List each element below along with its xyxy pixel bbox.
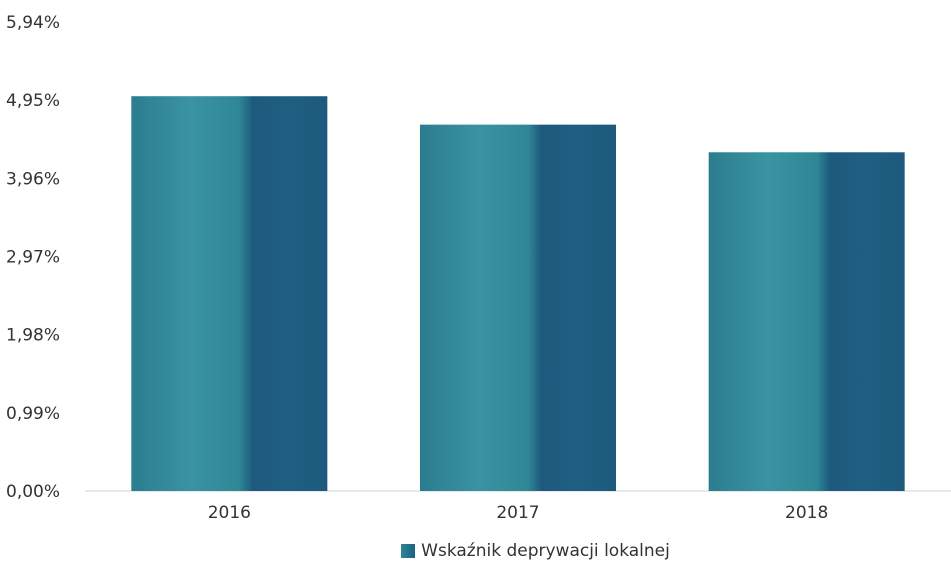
legend-label: Wskaźnik deprywacji lokalnej [421, 541, 670, 561]
x-axis-labels: 2016 2017 2018 [208, 503, 829, 523]
y-tick-label: 0,00% [6, 482, 60, 502]
y-tick-label: 0,99% [6, 404, 60, 424]
y-tick-label: 2,97% [6, 248, 60, 268]
bar-2018[interactable] [708, 152, 905, 491]
x-tick-label: 2016 [208, 503, 251, 523]
y-tick-label: 4,95% [6, 91, 60, 111]
y-tick-label: 5,94% [6, 13, 60, 33]
x-tick-label: 2018 [785, 503, 828, 523]
bar-2017[interactable] [420, 124, 616, 491]
legend: Wskaźnik deprywacji lokalnej [0, 541, 951, 561]
bars [131, 96, 905, 491]
legend-swatch [401, 544, 416, 558]
y-tick-label: 3,96% [6, 169, 60, 189]
legend-item[interactable]: Wskaźnik deprywacji lokalnej [401, 541, 670, 561]
bar-2016[interactable] [131, 96, 328, 491]
x-tick-label: 2017 [496, 503, 539, 523]
y-tick-label: 1,98% [6, 326, 60, 346]
y-axis-labels: 0,00% 0,99% 1,98% 2,97% 3,96% 4,95% 5,94% [6, 13, 60, 502]
